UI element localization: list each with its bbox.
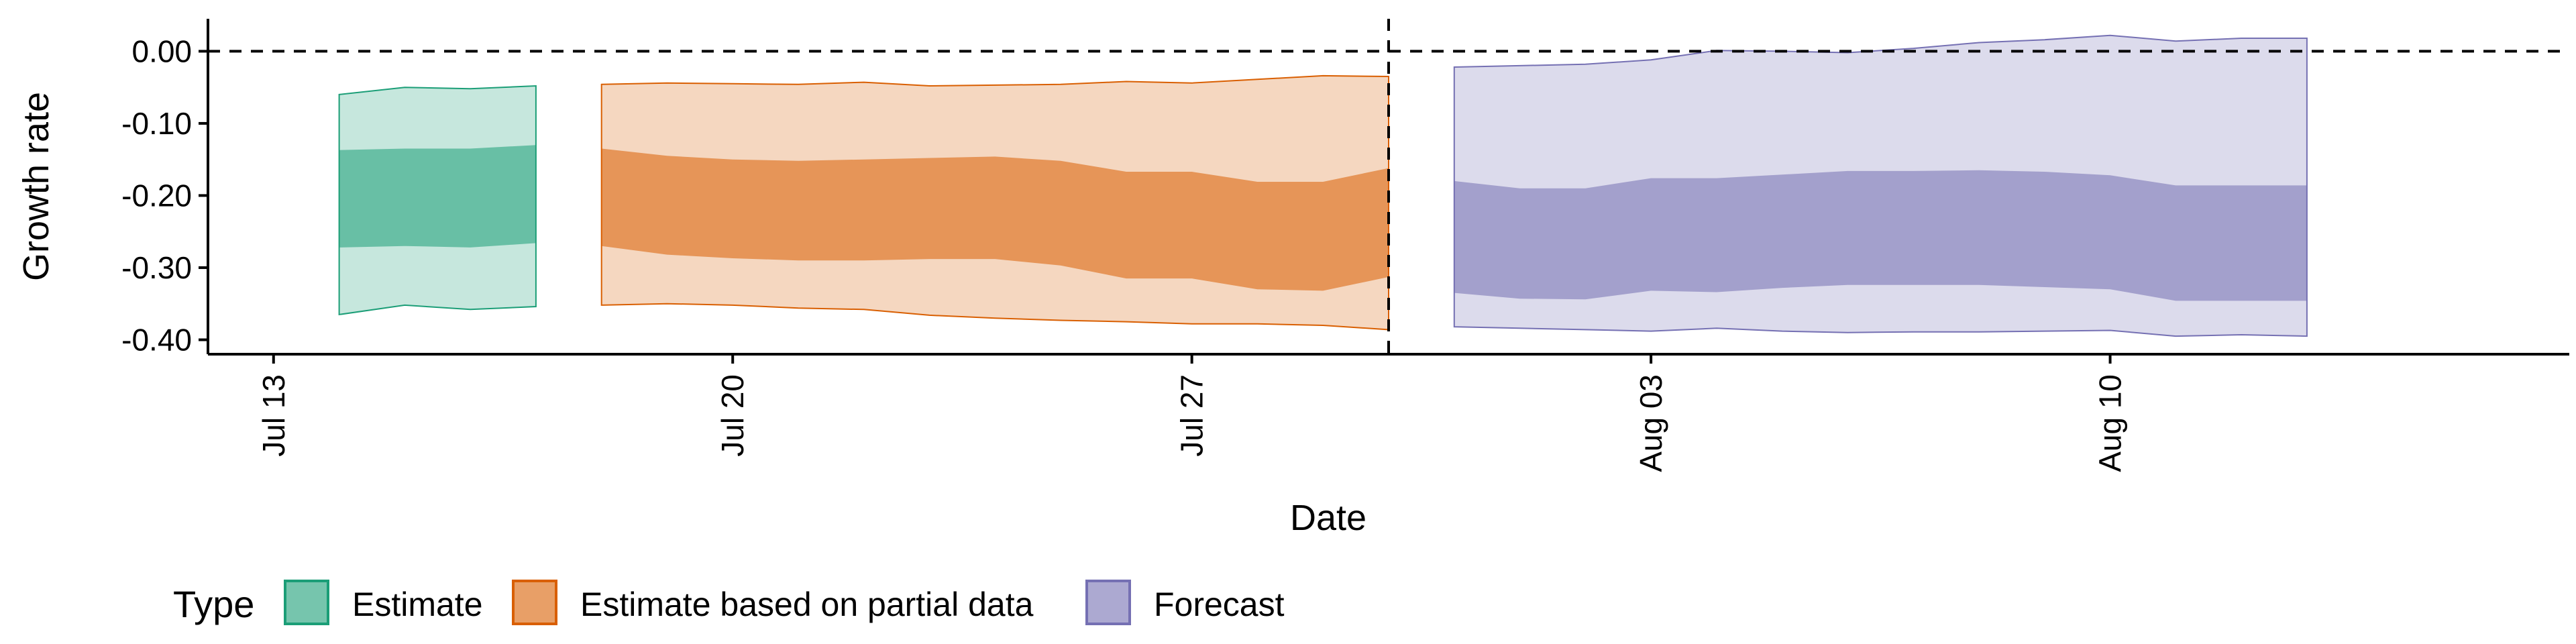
legend-item-estimate: Estimate <box>284 580 483 625</box>
band-inner-estimate <box>339 145 536 248</box>
x-tick-label: Jul 27 <box>1175 374 1210 457</box>
legend-label: Forecast <box>1154 586 1285 623</box>
x-axis-title: Date <box>1290 498 1366 538</box>
axes: 0.00 -0.10 -0.20 -0.30 -0.40 Jul 13 Jul 20 Jul … <box>16 19 2569 538</box>
legend-key <box>512 580 557 625</box>
legend-key <box>1085 580 1131 625</box>
legend-label: Estimate <box>352 586 483 623</box>
band-inner-forecast <box>1454 170 2307 301</box>
legend-item-estimate-based-on-partial-data: Estimate based on partial data <box>512 580 1034 625</box>
legend-title: Type <box>173 583 254 625</box>
band-inner-estimate-based-on-partial-data <box>601 148 1389 291</box>
x-tick-label: Aug 03 <box>1633 374 1668 472</box>
series-estimate-based-on-partial-data <box>600 74 1389 331</box>
legend-label: Estimate based on partial data <box>580 586 1034 623</box>
x-tick-label: Jul 20 <box>715 374 750 457</box>
y-axis-title: Growth rate <box>16 92 56 281</box>
legend: Type Estimate Estimate based on partial da… <box>173 580 1285 625</box>
legend-item-forecast: Forecast <box>1085 580 1285 625</box>
bands-layer <box>338 34 2308 337</box>
series-estimate <box>338 85 537 316</box>
x-tick-label: Jul 13 <box>256 374 291 457</box>
series-forecast <box>1453 34 2308 337</box>
legend-key <box>284 580 329 625</box>
y-tick-label: -0.40 <box>121 322 192 357</box>
x-tick-label: Aug 10 <box>2093 374 2128 472</box>
y-tick-label: -0.10 <box>121 106 192 141</box>
y-tick-label: -0.20 <box>121 178 192 213</box>
y-tick-label: 0.00 <box>131 34 192 68</box>
reference-lines <box>208 19 2569 354</box>
y-tick-label: -0.30 <box>121 250 192 285</box>
